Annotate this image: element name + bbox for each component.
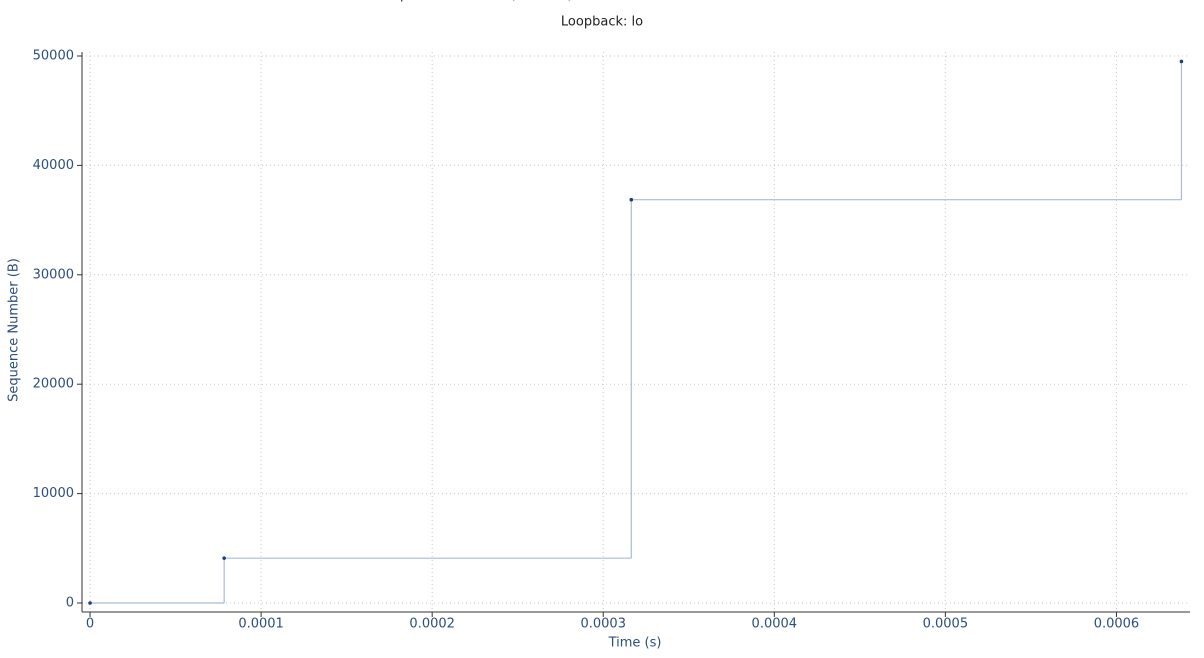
y-tick-label: 50000 (33, 48, 74, 63)
x-tick-label: 0.0003 (580, 617, 626, 632)
y-tick-label: 0 (66, 595, 74, 610)
chart-title: Sequence Numbers (Stevens) for 127.0.0.1… (379, 0, 825, 3)
x-axis-title: Time (s) (608, 636, 662, 651)
chart-subtitle: Loopback: lo (561, 15, 643, 30)
data-point (629, 197, 634, 202)
data-point (222, 556, 226, 560)
data-point (88, 601, 92, 605)
x-tick-label: 0.0001 (238, 617, 284, 632)
x-tick-label: 0 (86, 617, 94, 632)
y-axis-title: Sequence Number (B) (7, 258, 22, 402)
y-tick-label: 40000 (33, 158, 74, 173)
x-tick-label: 0.0005 (923, 617, 969, 632)
x-tick-label: 0.0004 (752, 617, 798, 632)
x-tick-label: 0.0002 (409, 617, 455, 632)
y-tick-label: 10000 (33, 486, 74, 501)
y-tick-label: 20000 (33, 377, 74, 392)
data-point (1179, 59, 1184, 64)
y-tick-label: 30000 (33, 267, 74, 282)
x-tick-label: 0.0006 (1094, 617, 1140, 632)
